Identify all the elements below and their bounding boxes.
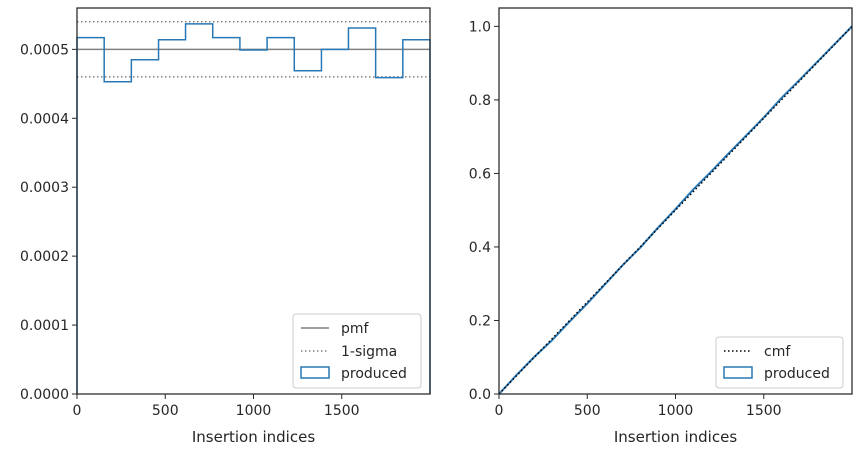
- cmf-reference-line: [498, 25, 853, 395]
- x-tick-label: 1000: [658, 403, 694, 419]
- legend-produced-swatch: [723, 366, 753, 379]
- legend-box: [292, 313, 422, 389]
- x-tick-label: 500: [574, 403, 601, 419]
- y-tick-label: 0.0004: [20, 111, 69, 127]
- cmf-chart: 0 500 1000 1500 0.0 0.2 0.4 0.6 0.8 1.0 Insertion …: [469, 7, 853, 446]
- legend-produced-swatch: [300, 366, 330, 379]
- x-axis-label: Insertion indices: [614, 428, 737, 446]
- legend-cmf-label: cmf: [764, 344, 791, 360]
- x-axis-label: Insertion indices: [192, 428, 315, 446]
- produced-step-histogram: [76, 23, 431, 394]
- y-tick-label: 0.2: [469, 313, 491, 329]
- legend-pmf-label: pmf: [341, 321, 370, 337]
- x-tick-label: 1500: [746, 403, 782, 419]
- y-tick-label: 1.0: [469, 19, 491, 35]
- plot-frame: [498, 7, 853, 395]
- y-tick-label: 0.4: [469, 240, 491, 256]
- y-tick-label: 0.0: [469, 387, 491, 403]
- legend-box: [715, 336, 844, 389]
- x-tick-label: 1500: [324, 403, 360, 419]
- y-tick-label: 0.0003: [20, 180, 69, 196]
- x-tick-label: 500: [152, 403, 179, 419]
- x-tick-label: 1000: [236, 403, 272, 419]
- y-tick-label: 0.0005: [20, 42, 69, 58]
- y-tick-label: 0.0002: [20, 249, 69, 265]
- y-tick-label: 0.0001: [20, 318, 69, 334]
- y-tick-label: 0.0000: [20, 387, 69, 403]
- x-tick-label: 0: [73, 403, 82, 419]
- legend-produced-label: produced: [341, 366, 407, 382]
- produced-cmf-line: [498, 25, 853, 395]
- x-tick-label: 0: [495, 403, 504, 419]
- pmf-histogram-chart: 0 500 1000 1500 0.0000 0.0001 0.0002 0.0003 0.00…: [20, 7, 431, 446]
- legend: pmf 1-sigma produced: [292, 313, 422, 389]
- y-tick-label: 0.6: [469, 166, 491, 182]
- legend-produced-label: produced: [764, 366, 830, 382]
- legend-sigma-label: 1-sigma: [341, 344, 397, 360]
- legend: cmf produced: [715, 336, 844, 389]
- plot-frame: [76, 7, 431, 395]
- y-tick-label: 0.8: [469, 93, 491, 109]
